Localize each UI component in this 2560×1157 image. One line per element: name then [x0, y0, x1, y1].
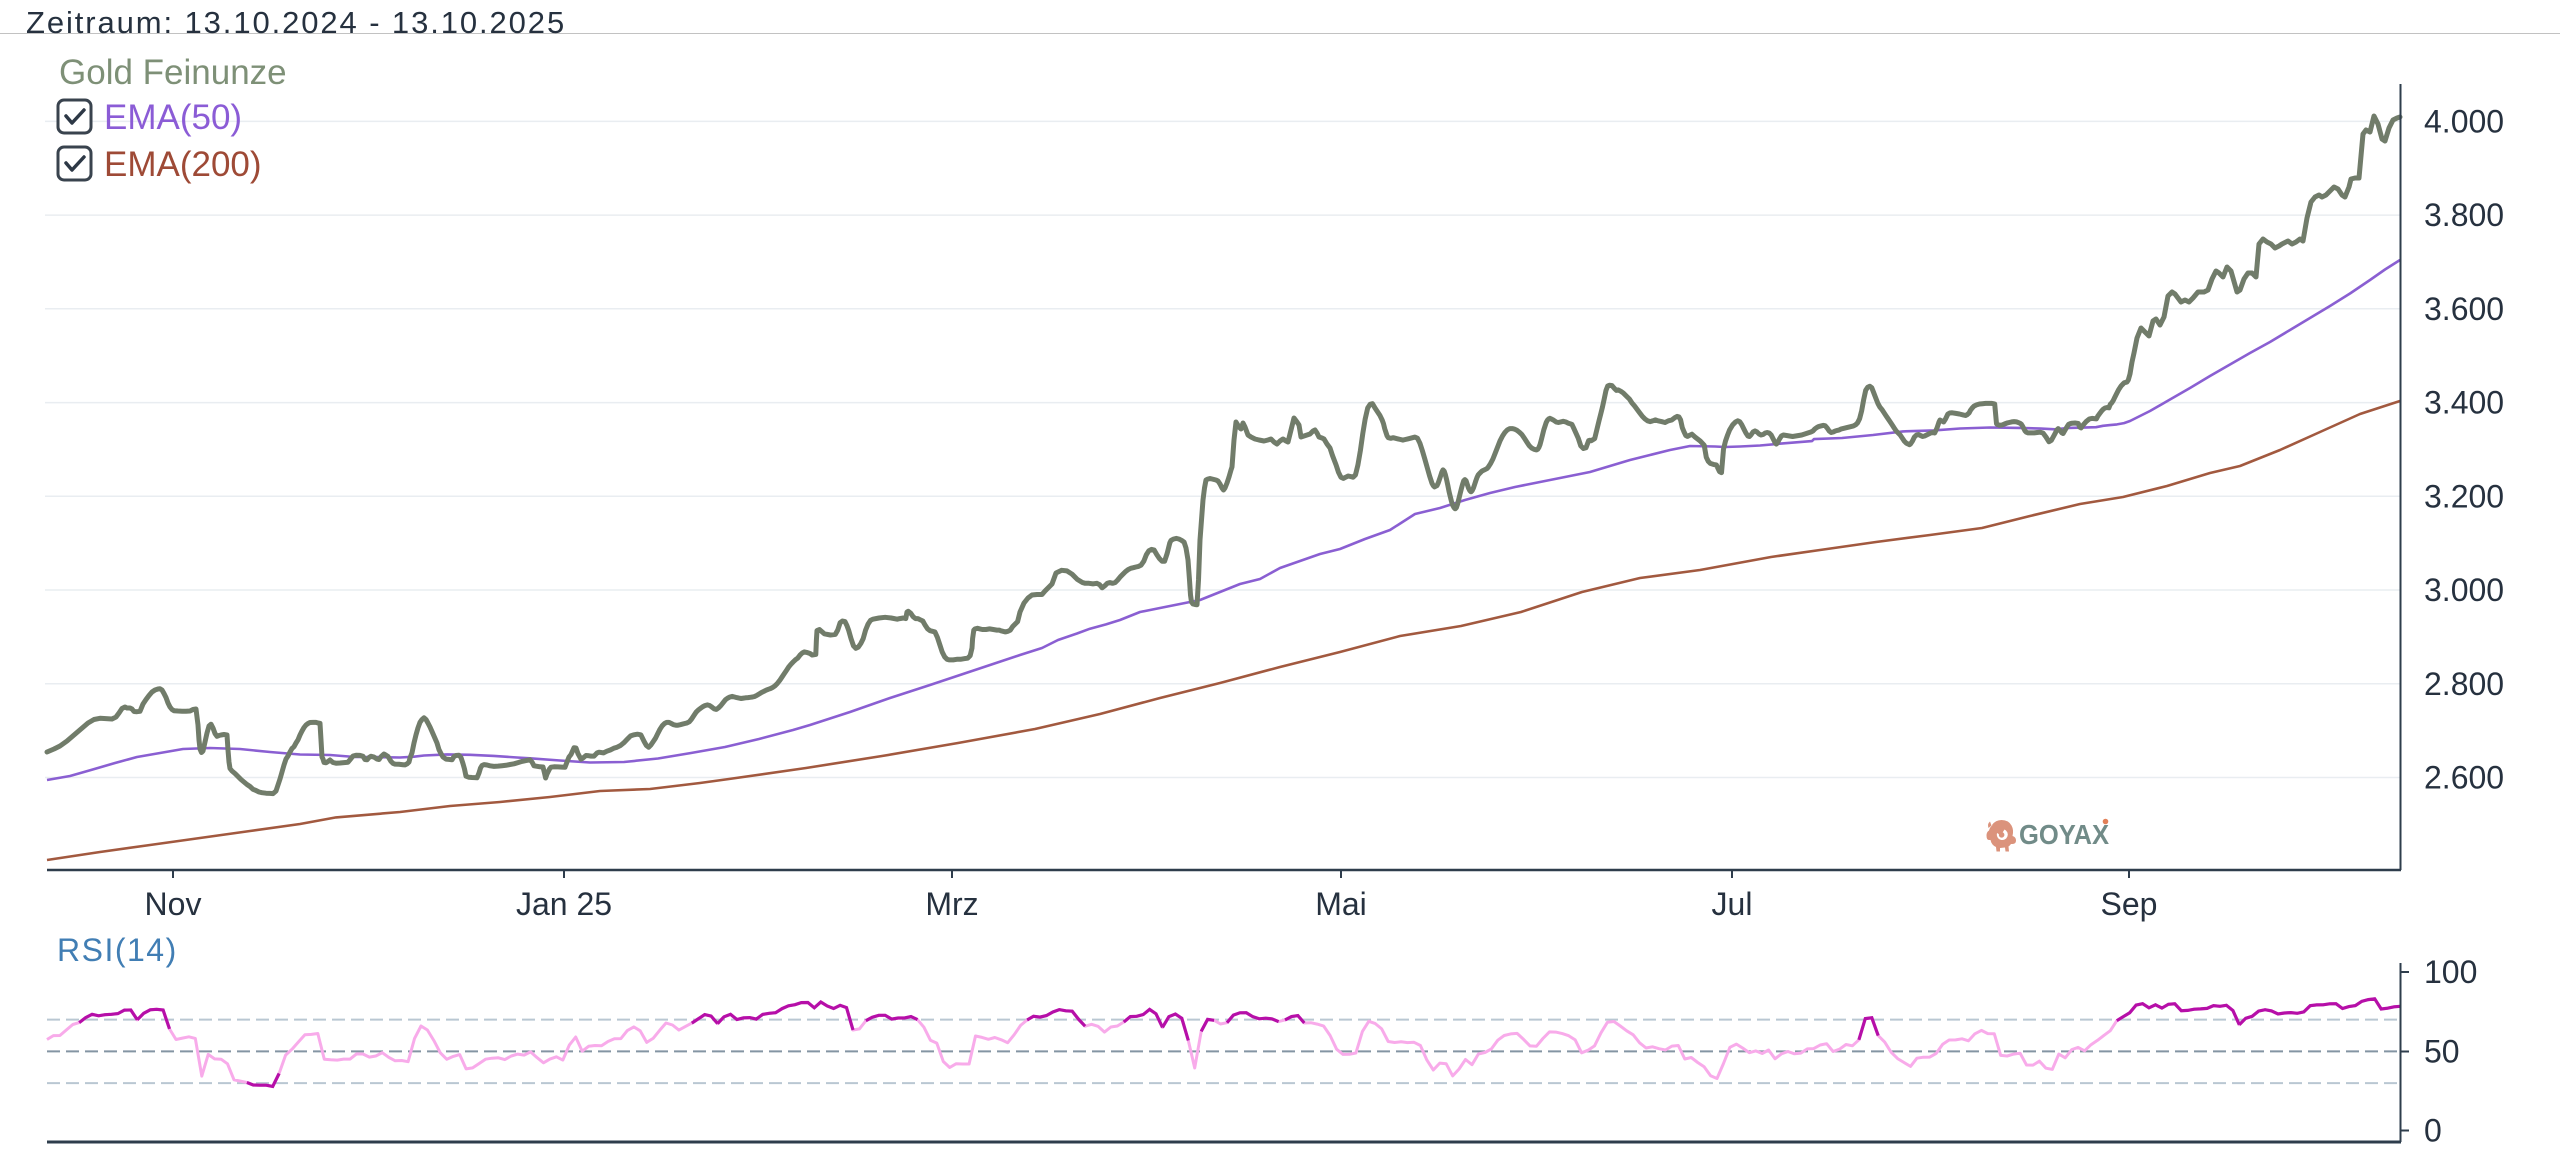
svg-text:3.400: 3.400 — [2424, 385, 2504, 421]
svg-text:0: 0 — [2424, 1113, 2442, 1149]
svg-text:2.800: 2.800 — [2424, 666, 2504, 702]
svg-text:EMA(50): EMA(50) — [104, 98, 242, 137]
svg-text:Mrz: Mrz — [925, 886, 978, 922]
svg-text:Jan 25: Jan 25 — [516, 886, 612, 922]
svg-text:Sep: Sep — [2101, 886, 2158, 922]
svg-text:3.000: 3.000 — [2424, 572, 2504, 608]
svg-text:EMA(200): EMA(200) — [104, 145, 262, 184]
svg-text:3.200: 3.200 — [2424, 478, 2504, 514]
svg-text:Nov: Nov — [145, 886, 202, 922]
svg-text:4.000: 4.000 — [2424, 103, 2504, 139]
svg-text:Zeitraum: 13.10.2024 - 13.10.2: Zeitraum: 13.10.2024 - 13.10.2025 — [26, 5, 566, 40]
svg-text:GOYAX: GOYAX — [2019, 819, 2109, 850]
svg-text:Mai: Mai — [1315, 886, 1367, 922]
svg-text:Jul: Jul — [1712, 886, 1753, 922]
svg-text:50: 50 — [2424, 1034, 2460, 1070]
svg-text:3.600: 3.600 — [2424, 291, 2504, 327]
svg-text:100: 100 — [2424, 954, 2477, 990]
svg-text:2.600: 2.600 — [2424, 760, 2504, 796]
svg-text:Gold Feinunze: Gold Feinunze — [59, 53, 287, 92]
svg-text:3.800: 3.800 — [2424, 197, 2504, 233]
svg-text:RSI(14): RSI(14) — [57, 932, 178, 968]
